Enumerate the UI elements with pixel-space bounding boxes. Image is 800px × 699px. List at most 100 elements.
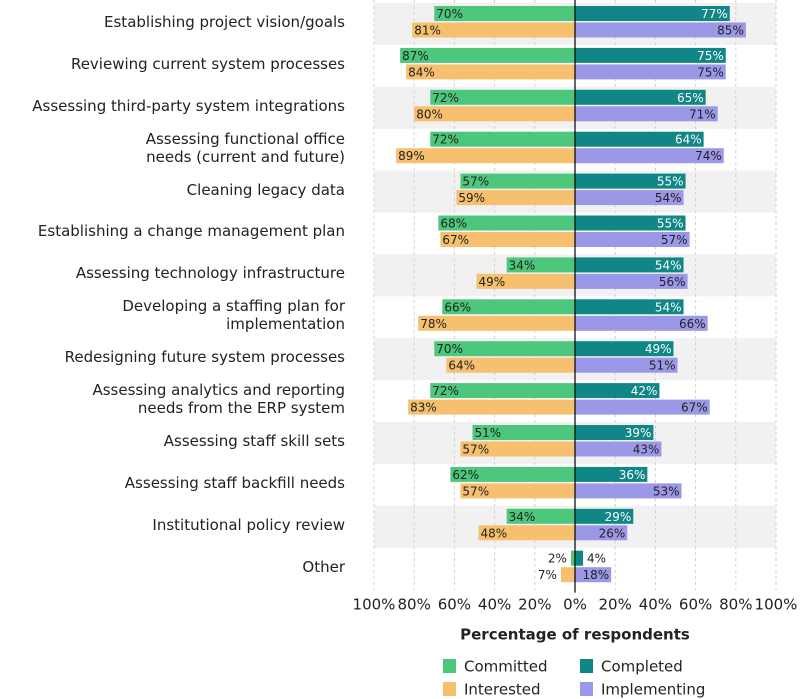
bar: [460, 441, 575, 457]
bar: [575, 273, 688, 289]
value-label: 84%: [408, 65, 435, 79]
category-label: Assessing third-party system integration…: [32, 96, 345, 115]
value-label: 85%: [717, 24, 744, 38]
bar: [406, 64, 575, 80]
bar: [575, 299, 684, 315]
bar: [575, 399, 710, 415]
x-axis-title: Percentage of respondents: [460, 626, 690, 644]
bar: [450, 466, 575, 482]
value-label: 53%: [653, 484, 680, 498]
x-tick-label: 80%: [719, 596, 752, 614]
value-label: 59%: [458, 191, 485, 205]
value-label: 68%: [440, 217, 467, 231]
bar: [408, 399, 575, 415]
x-tick-label: 80%: [398, 596, 431, 614]
bar: [575, 173, 686, 189]
bar: [472, 425, 575, 440]
bar: [575, 131, 704, 147]
bar: [430, 131, 575, 147]
value-label: 55%: [657, 217, 684, 231]
x-tick-label: 100%: [353, 596, 396, 614]
bar: [575, 466, 648, 482]
value-label: 57%: [462, 175, 489, 189]
value-label: 29%: [605, 510, 632, 524]
bar: [438, 215, 575, 231]
legend-label: Committed: [464, 658, 548, 676]
bar: [575, 315, 708, 331]
value-label: 51%: [474, 426, 501, 440]
value-label: 64%: [675, 133, 702, 147]
value-label: 18%: [583, 568, 610, 582]
bar: [575, 89, 706, 105]
value-label: 89%: [398, 149, 425, 163]
category-label: Assessing technology infrastructure: [75, 264, 345, 283]
x-tick-label: 0%: [563, 596, 587, 614]
value-label: 51%: [649, 359, 676, 373]
bar: [575, 148, 724, 164]
bar: [575, 383, 660, 399]
bar: [430, 383, 575, 399]
value-label: 43%: [633, 443, 660, 457]
bar: [575, 22, 746, 38]
bar: [446, 357, 575, 373]
value-label: 7%: [538, 568, 557, 582]
bar: [476, 273, 575, 289]
value-label: 49%: [645, 342, 672, 356]
bar: [575, 106, 718, 122]
value-label: 81%: [414, 24, 441, 38]
legend-label: Interested: [464, 681, 541, 699]
bar: [418, 315, 575, 331]
category-label: Other: [302, 557, 345, 576]
bar: [575, 215, 686, 231]
bar: [575, 567, 612, 583]
value-label: 2%: [548, 552, 567, 566]
bar: [434, 6, 575, 21]
x-tick-label: 100%: [755, 596, 798, 614]
legend-swatch: [580, 682, 593, 696]
bar: [575, 357, 678, 373]
legend-swatch: [443, 659, 456, 673]
value-label: 74%: [695, 149, 722, 163]
value-label: 67%: [442, 233, 469, 247]
category-label: Institutional policy review: [152, 515, 345, 534]
bar: [506, 257, 575, 273]
bar: [412, 22, 575, 38]
value-label: 55%: [657, 175, 684, 189]
category-label: Cleaning legacy data: [186, 180, 345, 199]
bar: [460, 483, 575, 499]
category-label: Establishing a change management plan: [37, 222, 345, 241]
value-label: 34%: [509, 258, 536, 272]
bar: [575, 508, 634, 524]
category-label: Assessing staff skill sets: [163, 431, 345, 450]
bar: [434, 341, 575, 357]
value-label: 72%: [432, 133, 459, 147]
category-label: Assessing analytics and reporting needs …: [92, 381, 345, 418]
bar: [575, 232, 690, 247]
value-label: 80%: [416, 107, 443, 121]
bar: [456, 190, 575, 206]
x-tick-label: 20%: [518, 596, 551, 614]
bar: [442, 299, 575, 315]
value-label: 71%: [689, 107, 716, 121]
value-label: 75%: [697, 49, 724, 63]
value-label: 70%: [436, 7, 463, 21]
bar: [430, 89, 575, 105]
value-label: 39%: [625, 426, 652, 440]
bar: [560, 567, 575, 583]
bar: [575, 341, 674, 357]
value-label: 4%: [587, 552, 606, 566]
value-label: 72%: [432, 384, 459, 398]
bar: [440, 232, 575, 247]
value-label: 34%: [509, 510, 536, 524]
value-label: 26%: [599, 526, 626, 540]
bar: [400, 47, 575, 63]
bar: [575, 190, 684, 206]
category-label: Assessing staff backfill needs: [124, 473, 345, 492]
value-label: 42%: [631, 384, 658, 398]
value-label: 77%: [701, 7, 728, 21]
value-label: 78%: [420, 317, 447, 331]
value-label: 54%: [655, 191, 682, 205]
bar: [575, 47, 726, 63]
legend-label: Implementing: [601, 681, 705, 699]
bar: [506, 508, 575, 524]
